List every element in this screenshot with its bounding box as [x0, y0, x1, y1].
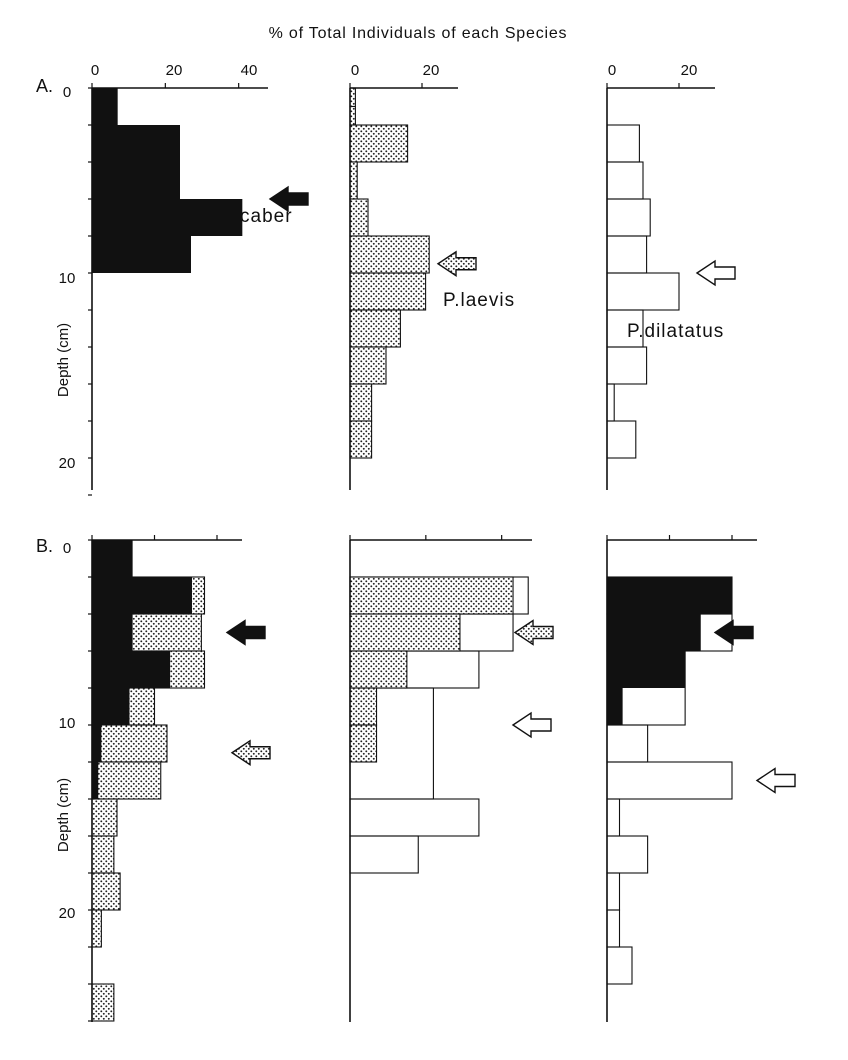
panel-label-b: B. [36, 536, 53, 556]
bar-stippled [91, 983, 115, 1022]
bar-solid [92, 688, 130, 725]
bar-stippled [349, 613, 461, 652]
x-tick-label: 40 [241, 62, 258, 79]
bar-open [349, 835, 419, 874]
bar-stippled [91, 798, 118, 837]
bar-solid [92, 614, 133, 651]
depth-tick-label: 10 [59, 270, 76, 287]
bar-solid [607, 614, 701, 651]
bar-open [606, 909, 621, 948]
bar-stippled [91, 761, 162, 800]
bar-solid [92, 651, 171, 688]
bar-open [606, 346, 648, 385]
bar-open [606, 835, 649, 874]
bar-stippled [349, 235, 430, 274]
bar-solid [92, 88, 118, 125]
x-tick-label: 20 [681, 62, 698, 79]
bar-solid [607, 688, 623, 725]
x-tick-label: 0 [351, 62, 359, 79]
bar-solid [92, 762, 99, 799]
depth-tick-label: 0 [63, 540, 71, 557]
bar-stippled [349, 87, 356, 108]
depth-tick-label: 0 [63, 84, 71, 101]
bar-open [606, 272, 680, 311]
bar-stippled [349, 198, 369, 237]
species-label-p-laevis: P.laevis [443, 290, 515, 311]
bar-stippled [349, 687, 378, 726]
bar-stippled [91, 724, 168, 763]
x-tick-label: 0 [91, 62, 99, 79]
bar-solid [92, 236, 191, 273]
bar-open [349, 798, 480, 837]
bar-stippled [349, 420, 373, 459]
bar-open [606, 198, 651, 237]
panel-label-a: A. [36, 76, 53, 96]
bar-open [606, 761, 733, 800]
bar-solid [92, 725, 102, 762]
bar-open [606, 235, 648, 274]
bar-stippled [349, 124, 409, 163]
arrow-open [695, 259, 736, 287]
arrow-open [511, 711, 552, 739]
bar-stippled [349, 724, 378, 763]
bar-stippled [349, 272, 427, 311]
arrow-solid [225, 619, 266, 646]
bar-stippled [91, 909, 102, 948]
bar-solid [92, 162, 180, 199]
bar-open [606, 798, 621, 837]
arrow-solid [713, 619, 754, 646]
bar-open [606, 383, 615, 422]
depth-tick-label: 10 [59, 715, 76, 732]
depth-axis-label-b: Depth (cm) [55, 778, 72, 852]
bar-solid [92, 125, 180, 162]
arrow-stippled [513, 619, 554, 646]
species-label-p-dilatatus: P.dilatatus [627, 321, 724, 342]
arrow-open [755, 767, 796, 794]
bar-stippled [91, 872, 121, 911]
x-tick-label: 20 [166, 62, 183, 79]
arrow-solid [268, 185, 309, 213]
bar-solid [607, 651, 686, 688]
bar-solid [92, 199, 243, 236]
bar-stippled [349, 383, 373, 422]
bar-open [606, 161, 644, 200]
bar-open [606, 124, 640, 163]
bar-solid [92, 577, 192, 614]
bar-open [606, 724, 649, 763]
arrow-stippled [230, 739, 271, 767]
bar-stippled [91, 835, 115, 874]
depth-tick-label: 20 [59, 455, 76, 472]
depth-tick-label: 20 [59, 905, 76, 922]
x-tick-label: 20 [423, 62, 440, 79]
bar-solid [607, 577, 732, 614]
bar-stippled [349, 161, 358, 200]
bar-solid [92, 540, 133, 577]
bar-open [606, 420, 637, 459]
x-tick-label: 0 [608, 62, 616, 79]
bar-stippled [349, 576, 514, 615]
bar-stippled [349, 309, 401, 348]
bar-stippled [349, 650, 408, 689]
bar-open [606, 872, 621, 911]
arrow-stippled [436, 250, 477, 278]
bar-open [606, 946, 633, 985]
bar-stippled [349, 346, 387, 385]
figure-title: % of Total Individuals of each Species [269, 25, 568, 42]
bar-stippled [349, 105, 356, 126]
depth-axis-label-a: Depth (cm) [55, 323, 72, 397]
